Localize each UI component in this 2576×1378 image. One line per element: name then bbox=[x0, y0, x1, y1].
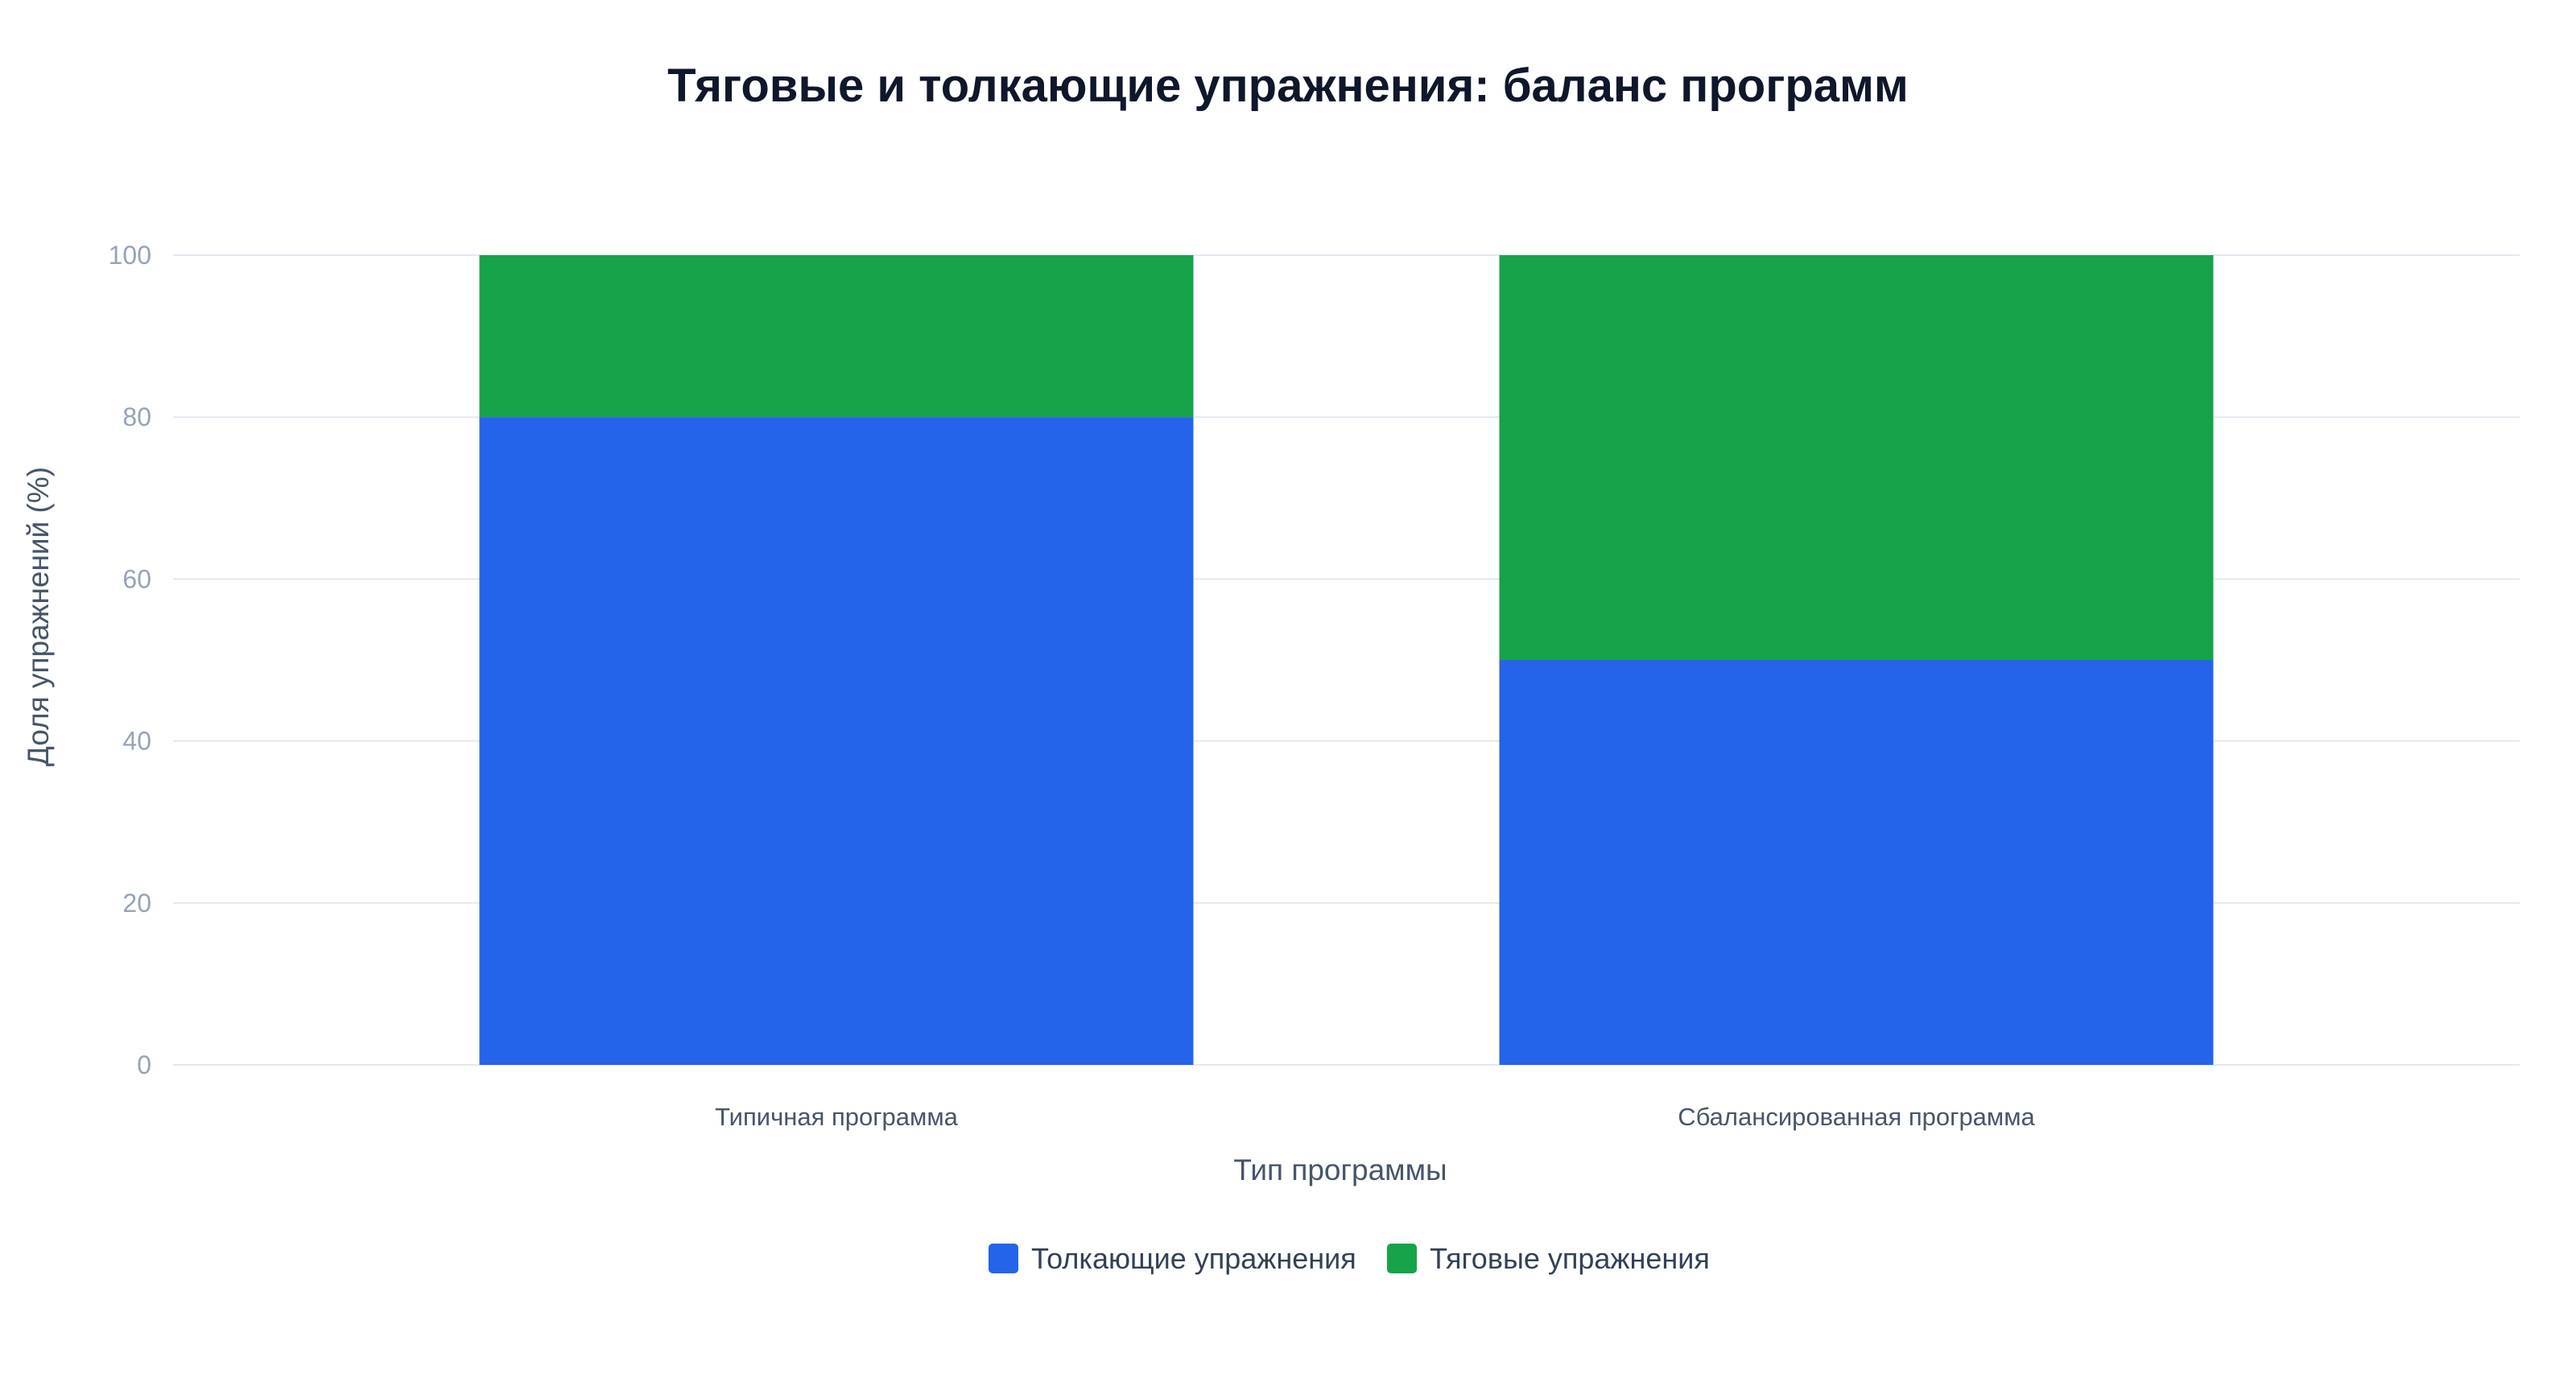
legend-label: Толкающие упражнения bbox=[1031, 1242, 1356, 1275]
y-tick-label: 40 bbox=[122, 727, 151, 756]
y-tick-label: 80 bbox=[122, 402, 151, 431]
legend-swatch bbox=[989, 1244, 1018, 1273]
y-axis-ticks: 0 20 40 60 80 100 bbox=[109, 241, 151, 1079]
chart-title: Тяговые и толкающие упражнения: баланс п… bbox=[667, 60, 1909, 112]
y-tick-label: 0 bbox=[137, 1050, 151, 1079]
bar-segment bbox=[479, 255, 1194, 418]
x-axis-ticks: Типичная программа Сбалансированная прогр… bbox=[715, 1103, 2035, 1131]
x-axis-label: Тип программы bbox=[1233, 1153, 1447, 1186]
bars bbox=[479, 255, 2214, 1065]
bar-segment bbox=[1499, 660, 2214, 1065]
legend-item[interactable]: Толкающие упражнения bbox=[989, 1242, 1356, 1275]
bar-segment bbox=[479, 417, 1194, 1065]
bar-segment bbox=[1499, 255, 2214, 660]
y-tick-label: 100 bbox=[109, 241, 151, 270]
x-tick-label: Типичная программа bbox=[715, 1103, 959, 1131]
legend-label: Тяговые упражнения bbox=[1430, 1242, 1710, 1275]
x-tick-label: Сбалансированная программа bbox=[1678, 1103, 2035, 1131]
legend: Толкающие упражнения Тяговые упражнения bbox=[989, 1242, 1710, 1275]
y-tick-label: 60 bbox=[122, 564, 151, 593]
y-axis-label: Доля упражнений (%) bbox=[22, 467, 55, 766]
legend-swatch bbox=[1387, 1244, 1417, 1273]
legend-item[interactable]: Тяговые упражнения bbox=[1387, 1242, 1710, 1275]
y-tick-label: 20 bbox=[122, 889, 151, 918]
